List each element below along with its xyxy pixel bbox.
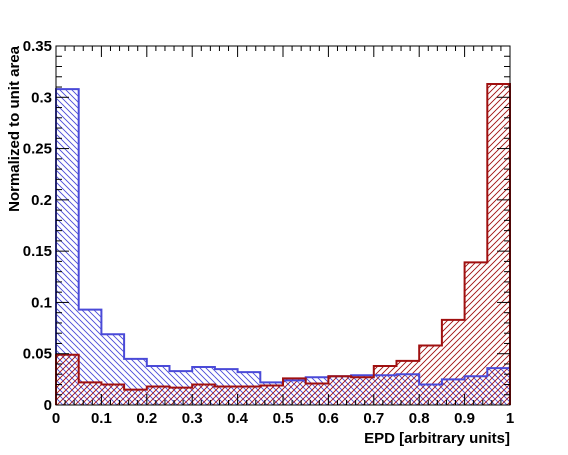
bar-s0-bin0 [56, 89, 79, 405]
bar-s1-bin9 [260, 385, 283, 405]
y-tick-label: 0.35 [23, 38, 52, 55]
bar-s0-bin1 [78, 309, 102, 405]
y-tick-label: 0.3 [31, 89, 52, 106]
bar-s1-bin12 [328, 376, 352, 405]
bar-s1-bin13 [351, 377, 374, 405]
series-outline-1 [55, 82, 511, 405]
x-tick-label: 0.5 [273, 410, 294, 427]
x-tick-label: 0.3 [182, 410, 203, 427]
y-tick-label: 0.1 [31, 294, 52, 311]
bar-s1-bin2 [101, 384, 125, 405]
bar-s1-bin4 [146, 386, 170, 405]
bar-s1-bin7 [214, 386, 238, 405]
bar-s1-bin8 [237, 386, 261, 405]
y-tick-label: 0.15 [23, 243, 52, 260]
bar-s1-bin15 [396, 360, 420, 405]
bar-s1-bin19 [487, 83, 510, 406]
bar-s1-bin3 [124, 389, 147, 405]
x-axis-label: EPD [arbitrary units] [364, 430, 510, 447]
y-tick-label: 0.25 [23, 141, 52, 158]
bar-s1-bin17 [441, 319, 465, 405]
x-tick-label: 0.9 [454, 410, 475, 427]
bar-s1-bin6 [192, 384, 215, 405]
bar-s1-bin18 [464, 262, 488, 405]
y-tick-label: 0 [44, 397, 52, 414]
y-tick-label: 0.05 [23, 346, 52, 363]
bar-s1-bin5 [169, 387, 193, 405]
x-tick-label: 0.7 [363, 410, 384, 427]
bar-s1-bin11 [305, 383, 329, 405]
y-axis-label: Normalized to unit area [6, 45, 23, 212]
x-tick-label: 0.4 [227, 410, 249, 427]
bar-s1-bin16 [419, 345, 442, 405]
bar-s1-bin14 [373, 366, 397, 405]
y-tick-label: 0.2 [31, 192, 52, 209]
x-tick-label: 0.8 [409, 410, 430, 427]
x-tick-label: 0.2 [136, 410, 157, 427]
bar-s1-bin1 [78, 382, 102, 405]
x-tick-label: 1 [506, 410, 514, 427]
bar-s1-bin0 [56, 354, 79, 405]
plot-area [55, 82, 511, 406]
x-tick-label: 0 [52, 410, 60, 427]
x-tick-label: 0.6 [318, 410, 339, 427]
axes: 0 0.1 0.2 0.3 0.4 0.5 0.6 0.7 0.8 0.9 1 0 0.05 0.1 0.1… [23, 38, 514, 427]
bar-s1-bin10 [283, 378, 306, 405]
x-tick-label: 0.1 [91, 410, 112, 427]
